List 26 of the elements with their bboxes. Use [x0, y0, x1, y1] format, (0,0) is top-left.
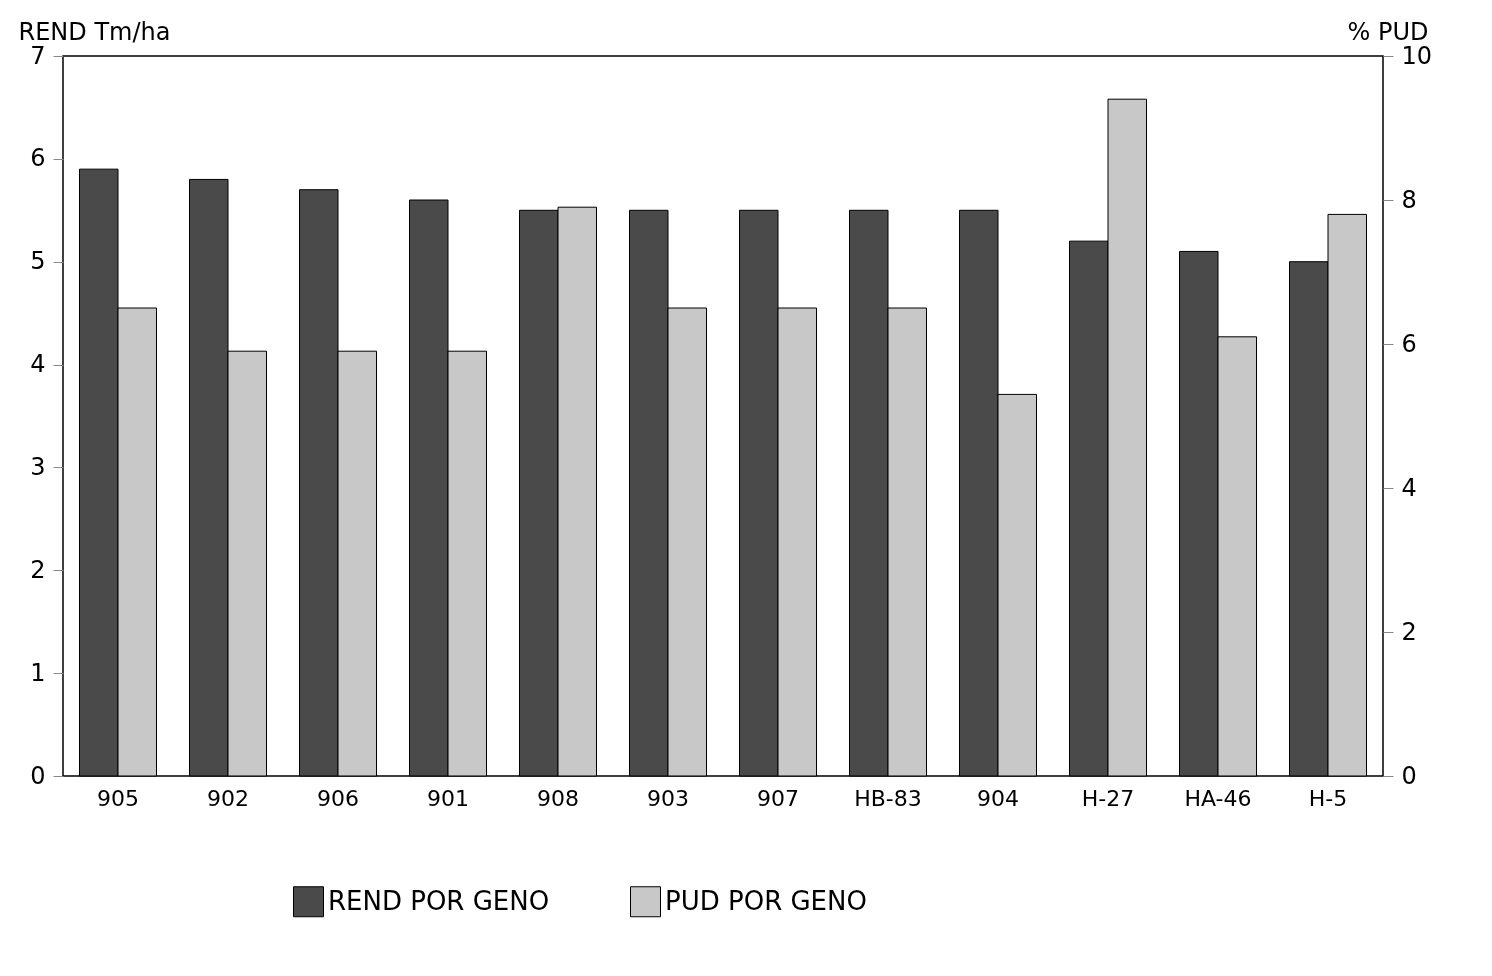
x-tick-label: HB-83	[854, 785, 922, 811]
y-tick-label: 0	[30, 761, 46, 790]
x-tick-label: 904	[977, 785, 1019, 811]
x-tick-label: 901	[427, 785, 469, 811]
x-tick-label: 908	[537, 785, 579, 811]
x-tick-label: 905	[97, 785, 139, 811]
y2-tick-label: 6	[1401, 329, 1417, 358]
x-tick-label: H-27	[1081, 785, 1135, 811]
x-tick-label: HA-46	[1184, 785, 1252, 811]
x-tick-label: H-5	[1308, 785, 1348, 811]
y2-tick-label: 0	[1401, 761, 1417, 790]
x-tick-label: 903	[647, 785, 689, 811]
y-tick-label: 1	[30, 658, 46, 687]
legend-label: REND POR GENO	[328, 885, 550, 916]
y-tick-label: 4	[30, 350, 46, 379]
x-tick-label: 902	[207, 785, 249, 811]
y2-tick-label: 4	[1401, 473, 1417, 502]
y-tick-label: 3	[30, 452, 46, 481]
y2-tick-label: 2	[1401, 617, 1417, 646]
y-tick-label: 6	[30, 144, 46, 173]
x-tick-label: 907	[757, 785, 799, 811]
x-tick-label: 906	[317, 785, 359, 811]
y2-tick-label: 8	[1401, 185, 1417, 214]
legend-label: PUD POR GENO	[665, 885, 867, 916]
y-tick-label: 5	[30, 247, 46, 276]
y-tick-label: 2	[30, 555, 46, 584]
